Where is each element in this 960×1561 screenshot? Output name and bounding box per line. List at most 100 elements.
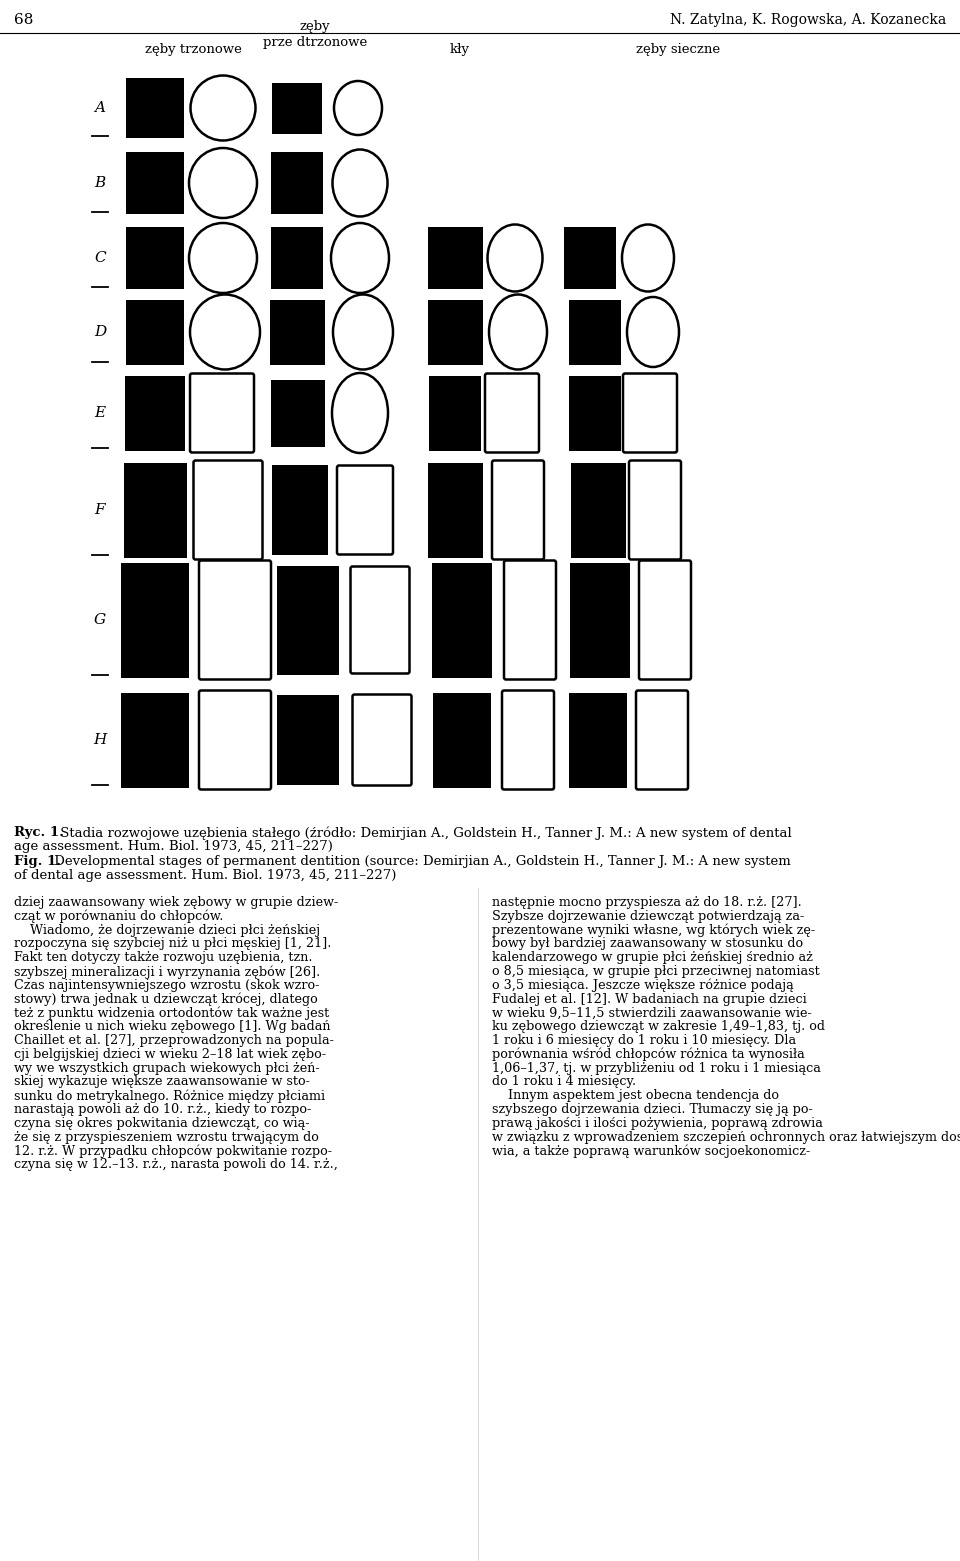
Text: sunku do metrykalnego. Różnice między płciami: sunku do metrykalnego. Różnice między pł… — [14, 1090, 325, 1102]
Bar — [121, 562, 189, 677]
Text: F: F — [95, 503, 106, 517]
Bar — [570, 462, 626, 557]
Text: A: A — [94, 101, 106, 116]
Text: wia, a także poprawą warunków socjoekonomicz-: wia, a także poprawą warunków socjoekono… — [492, 1144, 810, 1158]
Text: Fig. 1.: Fig. 1. — [14, 855, 61, 868]
Text: w związku z wprowadzeniem szczepień ochronnych oraz łatwiejszym dostępem do służ: w związku z wprowadzeniem szczepień ochr… — [492, 1130, 960, 1144]
Ellipse shape — [333, 295, 393, 370]
FancyBboxPatch shape — [352, 695, 412, 785]
FancyBboxPatch shape — [199, 690, 271, 790]
Text: ku zębowego dziewcząt w zakresie 1,49–1,83, tj. od: ku zębowego dziewcząt w zakresie 1,49–1,… — [492, 1021, 825, 1033]
Bar — [270, 300, 324, 365]
Text: prawą jakości i ilości pożywienia, poprawą zdrowia: prawą jakości i ilości pożywienia, popra… — [492, 1116, 823, 1130]
Bar — [272, 465, 328, 556]
Text: D: D — [94, 325, 107, 339]
Text: N. Zatylna, K. Rogowska, A. Kozanecka: N. Zatylna, K. Rogowska, A. Kozanecka — [670, 12, 946, 27]
Text: czyna się w 12.–13. r.ż., narasta powoli do 14. r.ż.,: czyna się w 12.–13. r.ż., narasta powoli… — [14, 1158, 338, 1171]
Bar — [124, 462, 186, 557]
Text: Wiadomo, że dojrzewanie dzieci płci żeńskiej: Wiadomo, że dojrzewanie dzieci płci żeńs… — [14, 924, 320, 937]
Bar — [433, 693, 491, 787]
Ellipse shape — [489, 295, 547, 370]
FancyBboxPatch shape — [194, 460, 262, 559]
Ellipse shape — [332, 150, 388, 217]
Text: cji belgijskiej dzieci w wieku 2–18 lat wiek zębo-: cji belgijskiej dzieci w wieku 2–18 lat … — [14, 1047, 326, 1061]
Bar — [427, 462, 483, 557]
Bar — [271, 151, 323, 214]
Text: następnie mocno przyspiesza aż do 18. r.ż. [27].: następnie mocno przyspiesza aż do 18. r.… — [492, 896, 802, 909]
Ellipse shape — [331, 223, 389, 293]
Ellipse shape — [488, 225, 542, 292]
Text: szybszej mineralizacji i wyrzynania zębów [26].: szybszej mineralizacji i wyrzynania zębó… — [14, 965, 321, 979]
Bar — [277, 565, 339, 674]
Text: że się z przyspieszeniem wzrostu trwającym do: że się z przyspieszeniem wzrostu trwając… — [14, 1130, 319, 1144]
Bar — [564, 226, 616, 289]
FancyBboxPatch shape — [629, 460, 681, 559]
Text: Ryc. 1.: Ryc. 1. — [14, 826, 64, 838]
Text: Developmental stages of permanent dentition (source: Demirjian A., Goldstein H.,: Developmental stages of permanent dentit… — [50, 855, 791, 868]
Ellipse shape — [189, 223, 257, 293]
Ellipse shape — [627, 297, 679, 367]
Text: bowy był bardziej zaawansowany w stosunku do: bowy był bardziej zaawansowany w stosunk… — [492, 938, 804, 951]
Bar — [569, 376, 621, 451]
Text: o 3,5 miesiąca. Jeszcze większe różnice podają: o 3,5 miesiąca. Jeszcze większe różnice … — [492, 979, 794, 993]
Text: Stadia rozwojowe uzębienia stałego (źródło: Demirjian A., Goldstein H., Tanner J: Stadia rozwojowe uzębienia stałego (źród… — [56, 826, 792, 840]
FancyBboxPatch shape — [199, 560, 271, 679]
Text: E: E — [94, 406, 106, 420]
Bar — [569, 693, 627, 787]
Ellipse shape — [189, 148, 257, 219]
Ellipse shape — [622, 225, 674, 292]
Text: Czas najintensywniejszego wzrostu (skok wzro-: Czas najintensywniejszego wzrostu (skok … — [14, 979, 320, 991]
Bar — [569, 300, 621, 365]
Bar — [126, 78, 184, 137]
Bar — [126, 226, 184, 289]
Text: zęby sieczne: zęby sieczne — [636, 44, 720, 56]
Text: określenie u nich wieku zębowego [1]. Wg badań: określenie u nich wieku zębowego [1]. Wg… — [14, 1021, 330, 1033]
Ellipse shape — [190, 75, 255, 140]
FancyBboxPatch shape — [504, 560, 556, 679]
Text: do 1 roku i 4 miesięcy.: do 1 roku i 4 miesięcy. — [492, 1076, 636, 1088]
Text: prezentowane wyniki własne, wg których wiek zę-: prezentowane wyniki własne, wg których w… — [492, 924, 815, 937]
Bar — [427, 300, 483, 365]
FancyBboxPatch shape — [492, 460, 544, 559]
Text: Szybsze dojrzewanie dziewcząt potwierdzają za-: Szybsze dojrzewanie dziewcząt potwierdza… — [492, 910, 804, 923]
Text: 68: 68 — [14, 12, 34, 27]
FancyBboxPatch shape — [636, 690, 688, 790]
Bar — [429, 376, 481, 451]
Text: 1,06–1,37, tj. w przybliżeniu od 1 roku i 1 miesiąca: 1,06–1,37, tj. w przybliżeniu od 1 roku … — [492, 1061, 821, 1074]
Bar — [272, 83, 322, 134]
Text: wy we wszystkich grupach wiekowych płci żeń-: wy we wszystkich grupach wiekowych płci … — [14, 1061, 320, 1074]
Text: skiej wykazuje większe zaawansowanie w sto-: skiej wykazuje większe zaawansowanie w s… — [14, 1076, 310, 1088]
Bar — [121, 693, 189, 787]
Text: stowy) trwa jednak u dziewcząt krócej, dlatego: stowy) trwa jednak u dziewcząt krócej, d… — [14, 993, 318, 1007]
Text: zęby trzonowe: zęby trzonowe — [145, 44, 241, 56]
Text: o 8,5 miesiąca, w grupie płci przeciwnej natomiast: o 8,5 miesiąca, w grupie płci przeciwnej… — [492, 965, 820, 979]
Text: też z punktu widzenia ortodontów tak ważne jest: też z punktu widzenia ortodontów tak waż… — [14, 1007, 329, 1019]
Text: dziej zaawansowany wiek zębowy w grupie dziew-: dziej zaawansowany wiek zębowy w grupie … — [14, 896, 338, 909]
Text: G: G — [94, 613, 106, 628]
Text: Fudalej et al. [12]. W badaniach na grupie dzieci: Fudalej et al. [12]. W badaniach na grup… — [492, 993, 806, 1005]
Text: 1 roku i 6 miesięcy do 1 roku i 10 miesięcy. Dla: 1 roku i 6 miesięcy do 1 roku i 10 miesi… — [492, 1033, 796, 1047]
FancyBboxPatch shape — [623, 373, 677, 453]
Bar — [271, 226, 323, 289]
FancyBboxPatch shape — [337, 465, 393, 554]
Ellipse shape — [332, 373, 388, 453]
FancyBboxPatch shape — [190, 373, 254, 453]
FancyBboxPatch shape — [485, 373, 539, 453]
Text: zęby
prze dtrzonowe: zęby prze dtrzonowe — [263, 20, 367, 48]
Text: H: H — [93, 734, 107, 748]
Text: Innym aspektem jest obecna tendencja do: Innym aspektem jest obecna tendencja do — [492, 1090, 779, 1102]
FancyBboxPatch shape — [639, 560, 691, 679]
Bar — [427, 226, 483, 289]
Text: B: B — [94, 176, 106, 190]
Text: porównania wśród chłopców różnica ta wynosiła: porównania wśród chłopców różnica ta wyn… — [492, 1047, 804, 1061]
Text: C: C — [94, 251, 106, 265]
Text: kalendarzowego w grupie płci żeńskiej średnio aż: kalendarzowego w grupie płci żeńskiej śr… — [492, 951, 813, 965]
Text: szybszego dojrzewania dzieci. Tłumaczy się ją po-: szybszego dojrzewania dzieci. Tłumaczy s… — [492, 1104, 813, 1116]
Text: rozpoczyna się szybciej niż u płci męskiej [1, 21].: rozpoczyna się szybciej niż u płci męski… — [14, 938, 331, 951]
FancyBboxPatch shape — [350, 567, 410, 673]
Bar — [125, 376, 185, 451]
Text: Chaillet et al. [27], przeprowadzonych na popula-: Chaillet et al. [27], przeprowadzonych n… — [14, 1033, 334, 1047]
Bar — [277, 695, 339, 785]
Bar — [432, 562, 492, 677]
Text: of dental age assessment. Hum. Biol. 1973, 45, 211–227): of dental age assessment. Hum. Biol. 197… — [14, 869, 396, 882]
